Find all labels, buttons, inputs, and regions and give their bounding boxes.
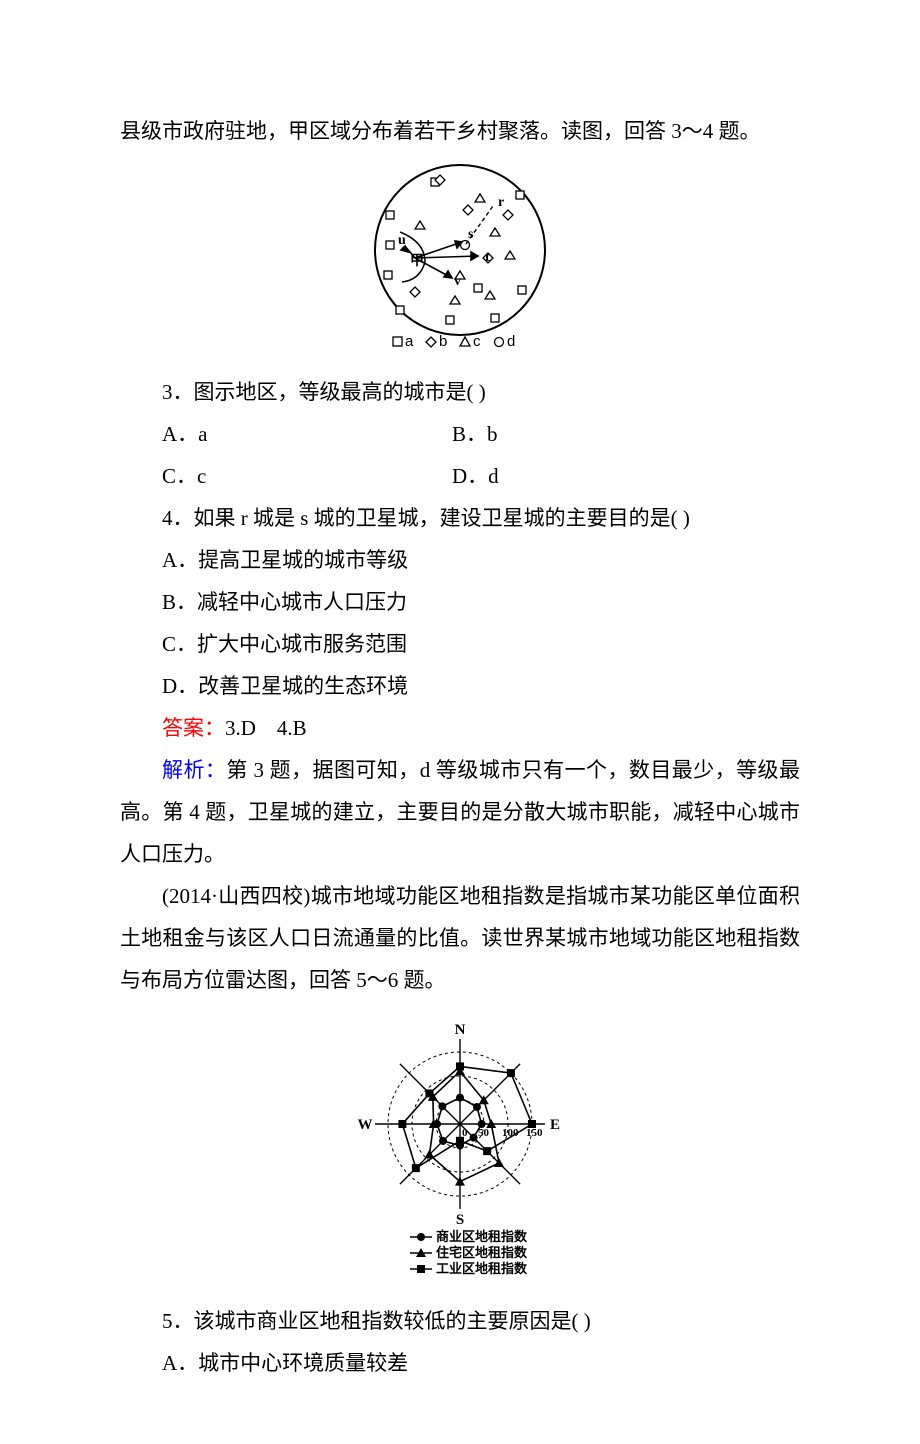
svg-text:商业区地租指数: 商业区地租指数: [436, 1229, 528, 1244]
intro-34: 县级市政府驻地，甲区域分布着若干乡村聚落。读图，回答 3～4 题。: [120, 110, 800, 152]
answer-34: 答案：3.D 4.B: [120, 707, 800, 749]
label-t: t: [485, 250, 490, 265]
q4-option-d: D．改善卫星城的生态环境: [120, 665, 800, 707]
q3-options-row1: A．a B．b: [120, 413, 800, 455]
q5-stem: 5．该城市商业区地租指数较低的主要原因是( ): [120, 1300, 800, 1342]
label-r: r: [498, 195, 504, 210]
svg-text:N: N: [455, 1022, 466, 1038]
q3-option-d: D．d: [452, 455, 800, 497]
legend-a: a: [405, 333, 414, 350]
svg-text:E: E: [550, 1117, 560, 1133]
answer-34-label: 答案：: [162, 716, 225, 740]
analysis-34-label: 解析：: [162, 758, 226, 782]
svg-text:住宅区地租指数: 住宅区地租指数: [436, 1245, 528, 1260]
label-v: v: [454, 274, 461, 289]
label-s: s: [468, 227, 474, 242]
svg-text:工业区地租指数: 工业区地租指数: [436, 1261, 528, 1276]
label-jia: 甲: [410, 253, 424, 269]
q4-option-b: B．减轻中心城市人口压力: [120, 581, 800, 623]
q4-option-a: A．提高卫星城的城市等级: [120, 539, 800, 581]
q3-option-b: B．b: [452, 413, 800, 455]
analysis-34: 解析：第 3 题，据图可知，d 等级城市只有一个，数目最少，等级最高。第 4 题…: [120, 749, 800, 875]
figure-1: r s t u v 甲 a b c d: [120, 160, 800, 365]
svg-text:W: W: [357, 1117, 372, 1133]
legend-b: b: [439, 333, 447, 350]
svg-text:150: 150: [526, 1127, 543, 1139]
q4-stem: 4．如果 r 城是 s 城的卫星城，建设卫星城的主要目的是( ): [120, 497, 800, 539]
svg-text:S: S: [456, 1212, 464, 1228]
legend-c: c: [473, 333, 481, 350]
q3-options-row2: C．c D．d: [120, 455, 800, 497]
label-u: u: [398, 233, 406, 248]
svg-text:50: 50: [478, 1127, 490, 1139]
intro-56: (2014·山西四校)城市地域功能区地租指数是指城市某功能区单位面积土地租金与该…: [120, 875, 800, 1001]
legend-d: d: [507, 333, 515, 350]
q3-option-c: C．c: [120, 455, 452, 497]
q3-option-a: A．a: [120, 413, 452, 455]
q5-option-a: A．城市中心环境质量较差: [120, 1342, 800, 1384]
q4-option-c: C．扩大中心城市服务范围: [120, 623, 800, 665]
q3-stem: 3．图示地区，等级最高的城市是( ): [120, 371, 800, 413]
figure-2: NESW050100150商业区地租指数住宅区地租指数工业区地租指数: [120, 1009, 800, 1294]
answer-34-value: 3.D 4.B: [225, 716, 307, 740]
